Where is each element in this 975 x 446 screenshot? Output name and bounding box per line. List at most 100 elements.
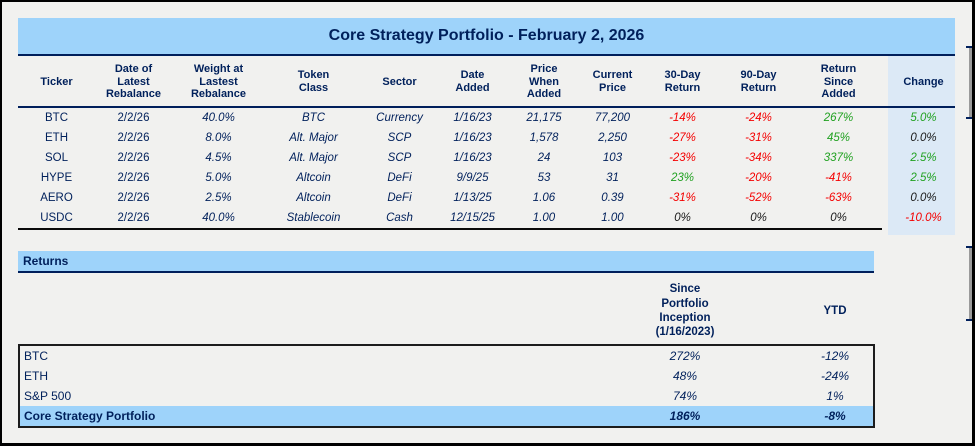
cell-30-day-return[interactable]: -14% [669,112,696,124]
returns-ytd[interactable]: 1% [826,389,844,403]
cell-current-price[interactable]: 1.00 [601,212,624,224]
cell-sector[interactable]: DeFi [387,192,412,204]
cell-price-when-added[interactable]: 1,578 [529,132,559,144]
cell-sector[interactable]: SCP [387,152,412,164]
cell-token-class[interactable]: Alt. Major [289,152,338,164]
cell-90-day-return[interactable]: 0% [750,212,767,224]
cell-rebalance-date[interactable]: 2/2/26 [117,112,150,124]
cell-date-added[interactable]: 1/13/25 [453,192,492,204]
cell-rebalance-date[interactable]: 2/2/26 [117,212,150,224]
cell-30-day-return[interactable]: 23% [670,172,695,184]
cell-ticker[interactable]: HYPE [40,172,73,184]
cell-weight[interactable]: 8.0% [205,132,232,144]
cutoff-cell-tick [966,246,972,248]
returns-since-inception[interactable]: 186% [669,409,701,423]
cell-change[interactable]: 0.0% [910,132,937,144]
cell-date-added[interactable]: 1/16/23 [453,132,492,144]
cell-return-since-added[interactable]: -41% [825,172,852,184]
col-header-current-price: Current Price [592,69,633,94]
cell-sector[interactable]: DeFi [387,172,412,184]
column-gap [880,58,890,106]
cell-price-when-added[interactable]: 1.06 [532,192,556,204]
cell-weight[interactable]: 2.5% [205,192,232,204]
cell-rebalance-date[interactable]: 2/2/26 [117,152,150,164]
cell-ticker[interactable]: ETH [45,132,68,144]
returns-label[interactable]: S&P 500 [24,389,72,403]
cell-return-since-added[interactable]: -63% [825,192,852,204]
cell-ticker[interactable]: BTC [45,112,68,124]
cell-date-added[interactable]: 9/9/25 [456,172,489,184]
cell-sector[interactable]: SCP [387,132,412,144]
page-title: Core Strategy Portfolio - February 2, 20… [328,27,645,44]
cell-return-since-added[interactable]: 45% [826,132,851,144]
cell-rebalance-date[interactable]: 2/2/26 [117,172,150,184]
cell-price-when-added[interactable]: 1.00 [532,212,556,224]
cell-30-day-return[interactable]: -27% [669,132,696,144]
cell-token-class[interactable]: Stablecoin [286,212,341,224]
cell-weight[interactable]: 40.0% [202,112,235,124]
col-header-ytd: YTD [823,304,847,317]
returns-since-inception[interactable]: 74% [672,389,698,403]
cell-token-class[interactable]: Altcoin [296,192,331,204]
cell-30-day-return[interactable]: -31% [669,192,696,204]
table-row-eth: ETH 2/2/26 8.0% Alt. Major SCP 1/16/23 1… [18,128,955,148]
change-column-highlight [888,56,955,235]
cutoff-cell-tick [966,117,972,119]
cell-30-day-return[interactable]: -23% [669,152,696,164]
col-header-30-day-return: 30-Day Return [664,69,701,94]
cell-rebalance-date[interactable]: 2/2/26 [117,132,150,144]
cell-current-price[interactable]: 77,200 [594,112,631,124]
returns-label[interactable]: BTC [24,349,48,363]
table-row-aero: AERO 2/2/26 2.5% Altcoin DeFi 1/13/25 1.… [18,188,955,208]
cell-change[interactable]: 2.5% [910,172,937,184]
cell-current-price[interactable]: 103 [602,152,623,164]
cell-date-added[interactable]: 1/16/23 [453,112,492,124]
cell-weight[interactable]: 5.0% [205,172,232,184]
cell-sector[interactable]: Currency [376,112,423,124]
returns-ytd[interactable]: -8% [824,409,846,423]
cell-90-day-return[interactable]: -20% [745,172,772,184]
cell-90-day-return[interactable]: -24% [745,112,772,124]
cell-date-added[interactable]: 12/15/25 [450,212,495,224]
cell-current-price[interactable]: 0.39 [601,192,624,204]
cell-return-since-added[interactable]: 267% [823,112,854,124]
cell-token-class[interactable]: BTC [302,112,325,124]
cell-price-when-added[interactable]: 21,175 [526,112,562,124]
returns-ytd[interactable]: -24% [820,369,849,383]
col-header-90-day-return: 90-Day Return [740,69,777,94]
cell-weight[interactable]: 40.0% [202,212,235,224]
cell-price-when-added[interactable]: 24 [537,152,551,164]
cell-return-since-added[interactable]: 337% [823,152,854,164]
cell-rebalance-date[interactable]: 2/2/26 [117,192,150,204]
cell-ticker[interactable]: SOL [44,152,68,164]
table-row-usdc: USDC 2/2/26 40.0% Stablecoin Cash 12/15/… [18,208,955,228]
cell-current-price[interactable]: 31 [606,172,619,184]
cell-price-when-added[interactable]: 53 [537,172,551,184]
cutoff-cell-border-bottom [969,248,972,321]
cell-ticker[interactable]: AERO [40,192,73,204]
cell-30-day-return[interactable]: 0% [674,212,691,224]
cutoff-cell-tick [966,46,972,48]
cell-90-day-return[interactable]: -34% [745,152,772,164]
table-bottom-line [18,228,882,230]
returns-since-inception[interactable]: 272% [669,349,701,363]
returns-ytd[interactable]: -12% [820,349,849,363]
returns-label[interactable]: Core Strategy Portfolio [24,409,156,423]
cell-change[interactable]: 0.0% [910,192,937,204]
cell-90-day-return[interactable]: -31% [745,132,772,144]
cell-current-price[interactable]: 2,250 [598,132,627,144]
cell-weight[interactable]: 4.5% [205,152,232,164]
cell-token-class[interactable]: Alt. Major [289,132,338,144]
cell-return-since-added[interactable]: 0% [830,212,847,224]
cell-90-day-return[interactable]: -52% [745,192,772,204]
cell-change[interactable]: 5.0% [910,112,937,124]
returns-label[interactable]: ETH [24,369,48,383]
cell-change[interactable]: -10.0% [905,212,942,224]
cell-change[interactable]: 2.5% [910,152,937,164]
cell-ticker[interactable]: USDC [40,212,73,224]
cell-sector[interactable]: Cash [386,212,413,224]
col-header-price-when-added: Price When Added [526,62,562,101]
returns-since-inception[interactable]: 48% [672,369,698,383]
cell-token-class[interactable]: Altcoin [296,172,331,184]
cell-date-added[interactable]: 1/16/23 [453,152,492,164]
